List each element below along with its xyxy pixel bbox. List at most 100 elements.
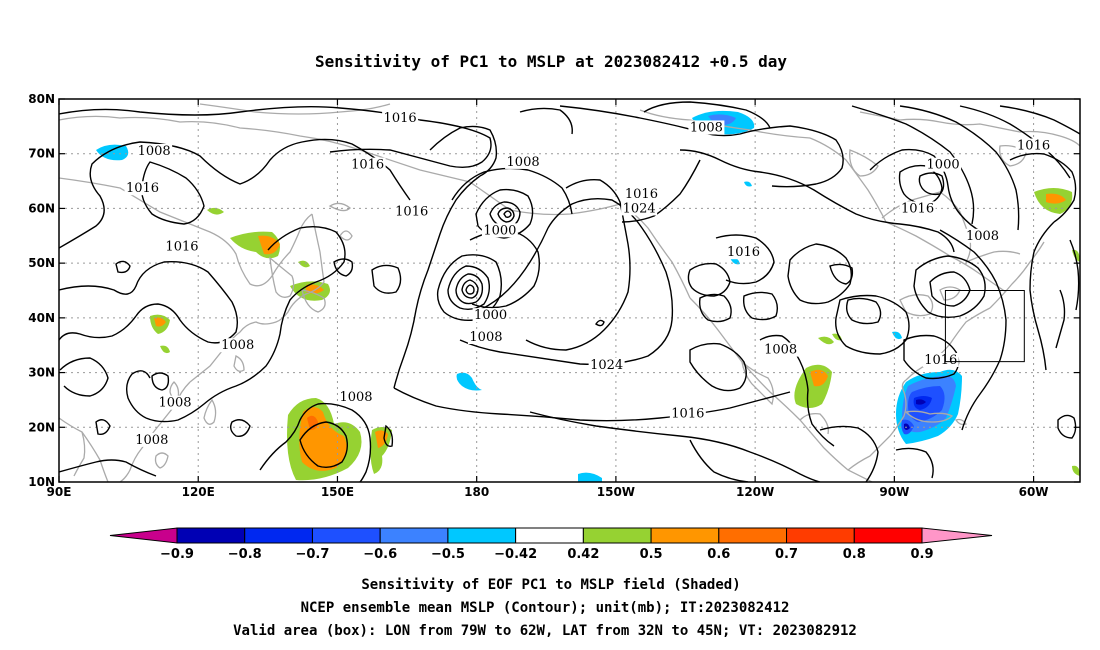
colorbar-label: −0.6 — [363, 547, 397, 562]
colorbar: −0.9 −0.8 −0.7 −0.6 −0.5 −0.42 0.42 0.5 0.6 0.7 0.… — [109, 527, 993, 562]
colorbar-swatch — [650, 527, 720, 544]
contour-label: 1000 — [483, 223, 516, 238]
map-panel: 1016100810161016101610161008100010161024… — [59, 99, 1080, 482]
contour-label-background — [588, 357, 625, 372]
lon-tick-label: 90E — [47, 485, 72, 499]
contour-label-background — [621, 201, 658, 216]
colorbar-swatch — [515, 527, 584, 544]
colorbar-label: 0.42 — [567, 547, 599, 562]
contour-label: 1008 — [221, 338, 254, 353]
contour-label-background — [964, 228, 1001, 243]
colorbar-label: 0.5 — [640, 547, 663, 562]
contour-label: 1016 — [727, 245, 760, 260]
contour-label: 1016 — [395, 205, 428, 220]
contour-label-background — [393, 204, 430, 219]
contour-label: 1016 — [901, 201, 934, 216]
contour-label-background — [669, 406, 706, 421]
lat-tick-label: 30N — [28, 366, 55, 380]
lon-tick-label: 90W — [879, 485, 909, 499]
contour-label: 1008 — [469, 330, 502, 345]
contour-label: 1016 — [351, 158, 384, 173]
contour-label: 1008 — [158, 396, 191, 411]
lon-tick-label: 150E — [321, 485, 354, 499]
contour-labels: 1016100810161016101610161008100010161024… — [124, 111, 1052, 448]
contour-label: 1008 — [507, 155, 540, 170]
contour-label-background — [133, 432, 170, 447]
colorbar-label: 0.7 — [775, 547, 798, 562]
contour-label: 1008 — [690, 120, 723, 135]
contour-label-background — [762, 342, 799, 357]
lon-tick-label: 150W — [597, 485, 635, 499]
contour-label: 1016 — [384, 111, 417, 126]
contour-label-background — [472, 308, 509, 323]
contour-label: 1008 — [339, 390, 372, 405]
colorbar-swatch — [379, 527, 449, 544]
contour-label: 1008 — [764, 343, 797, 358]
lat-tick-label: 80N — [28, 92, 55, 106]
colorbar-swatch — [176, 527, 246, 544]
lon-tick-label: 180 — [464, 485, 489, 499]
coastlines — [59, 103, 1080, 482]
contour-label: 1024 — [623, 201, 656, 216]
lat-tick-label: 60N — [28, 201, 55, 215]
contour-label-background — [922, 352, 959, 367]
contour-label-background — [349, 157, 386, 172]
contour-label: 1008 — [138, 144, 171, 159]
contour-label-background — [899, 201, 936, 216]
colorbar-label: 0.9 — [910, 547, 933, 562]
colorbar-label: 0.6 — [707, 547, 730, 562]
colorbar-swatch — [718, 527, 788, 544]
contour-label: 1008 — [966, 229, 999, 244]
contour-label: 1016 — [625, 187, 658, 202]
graticule — [59, 99, 1080, 482]
contour-label-background — [163, 239, 200, 254]
colorbar-label: 0.8 — [843, 547, 866, 562]
colorbar-low-triangle — [109, 527, 178, 544]
colorbar-label: −0.42 — [494, 547, 537, 562]
contour-label-background — [382, 111, 419, 126]
contour-label-background — [505, 154, 542, 169]
colorbar-swatch — [853, 527, 923, 544]
contour-label-background — [725, 245, 762, 260]
colorbar-label: −0.8 — [228, 547, 262, 562]
lat-tick-label: 10N — [28, 475, 55, 489]
colorbar-swatch — [447, 527, 517, 544]
contour-label-background — [136, 143, 173, 158]
contour-label: 1016 — [924, 353, 957, 368]
caption-line-2: NCEP ensemble mean MSLP (Contour); unit(… — [301, 600, 790, 616]
contour-label-background — [481, 223, 518, 238]
contour-label-background — [1015, 138, 1052, 153]
contour-label-background — [124, 181, 161, 196]
map-frame — [58, 98, 1081, 483]
colorbar-swatch — [582, 527, 652, 544]
contour-label: 1016 — [671, 407, 704, 422]
contour-label: 1016 — [1017, 139, 1050, 154]
contour-label-background — [157, 395, 194, 410]
contour-label: 1016 — [165, 240, 198, 255]
lat-tick-label: 20N — [28, 420, 55, 434]
contour-label: 1000 — [927, 158, 960, 173]
lat-tick-label: 40N — [28, 311, 55, 325]
contour-label-background — [338, 390, 375, 405]
caption-line-1: Sensitivity of EOF PC1 to MSLP field (Sh… — [361, 577, 740, 593]
colorbar-swatch — [244, 527, 313, 544]
colorbar-swatch — [786, 527, 855, 544]
contour-label-background — [688, 120, 725, 135]
caption-line-3: Valid area (box): LON from 79W to 62W, L… — [233, 623, 857, 639]
contour-label: 1016 — [126, 181, 159, 196]
lon-tick-label: 120W — [736, 485, 774, 499]
contour-label-background — [219, 338, 256, 353]
contour-label-background — [467, 330, 504, 345]
lat-tick-label: 70N — [28, 147, 55, 161]
contour-label: 1008 — [135, 433, 168, 448]
colorbar-swatch — [311, 527, 381, 544]
lon-tick-label: 120E — [182, 485, 215, 499]
colorbar-label: −0.7 — [295, 547, 329, 562]
lat-tick-label: 50N — [28, 256, 55, 270]
contour-label: 1024 — [590, 358, 623, 373]
figure-title: Sensitivity of PC1 to MSLP at 2023082412… — [315, 52, 787, 71]
valid-area-box — [944, 290, 1025, 363]
contour-label: 1000 — [474, 308, 507, 323]
